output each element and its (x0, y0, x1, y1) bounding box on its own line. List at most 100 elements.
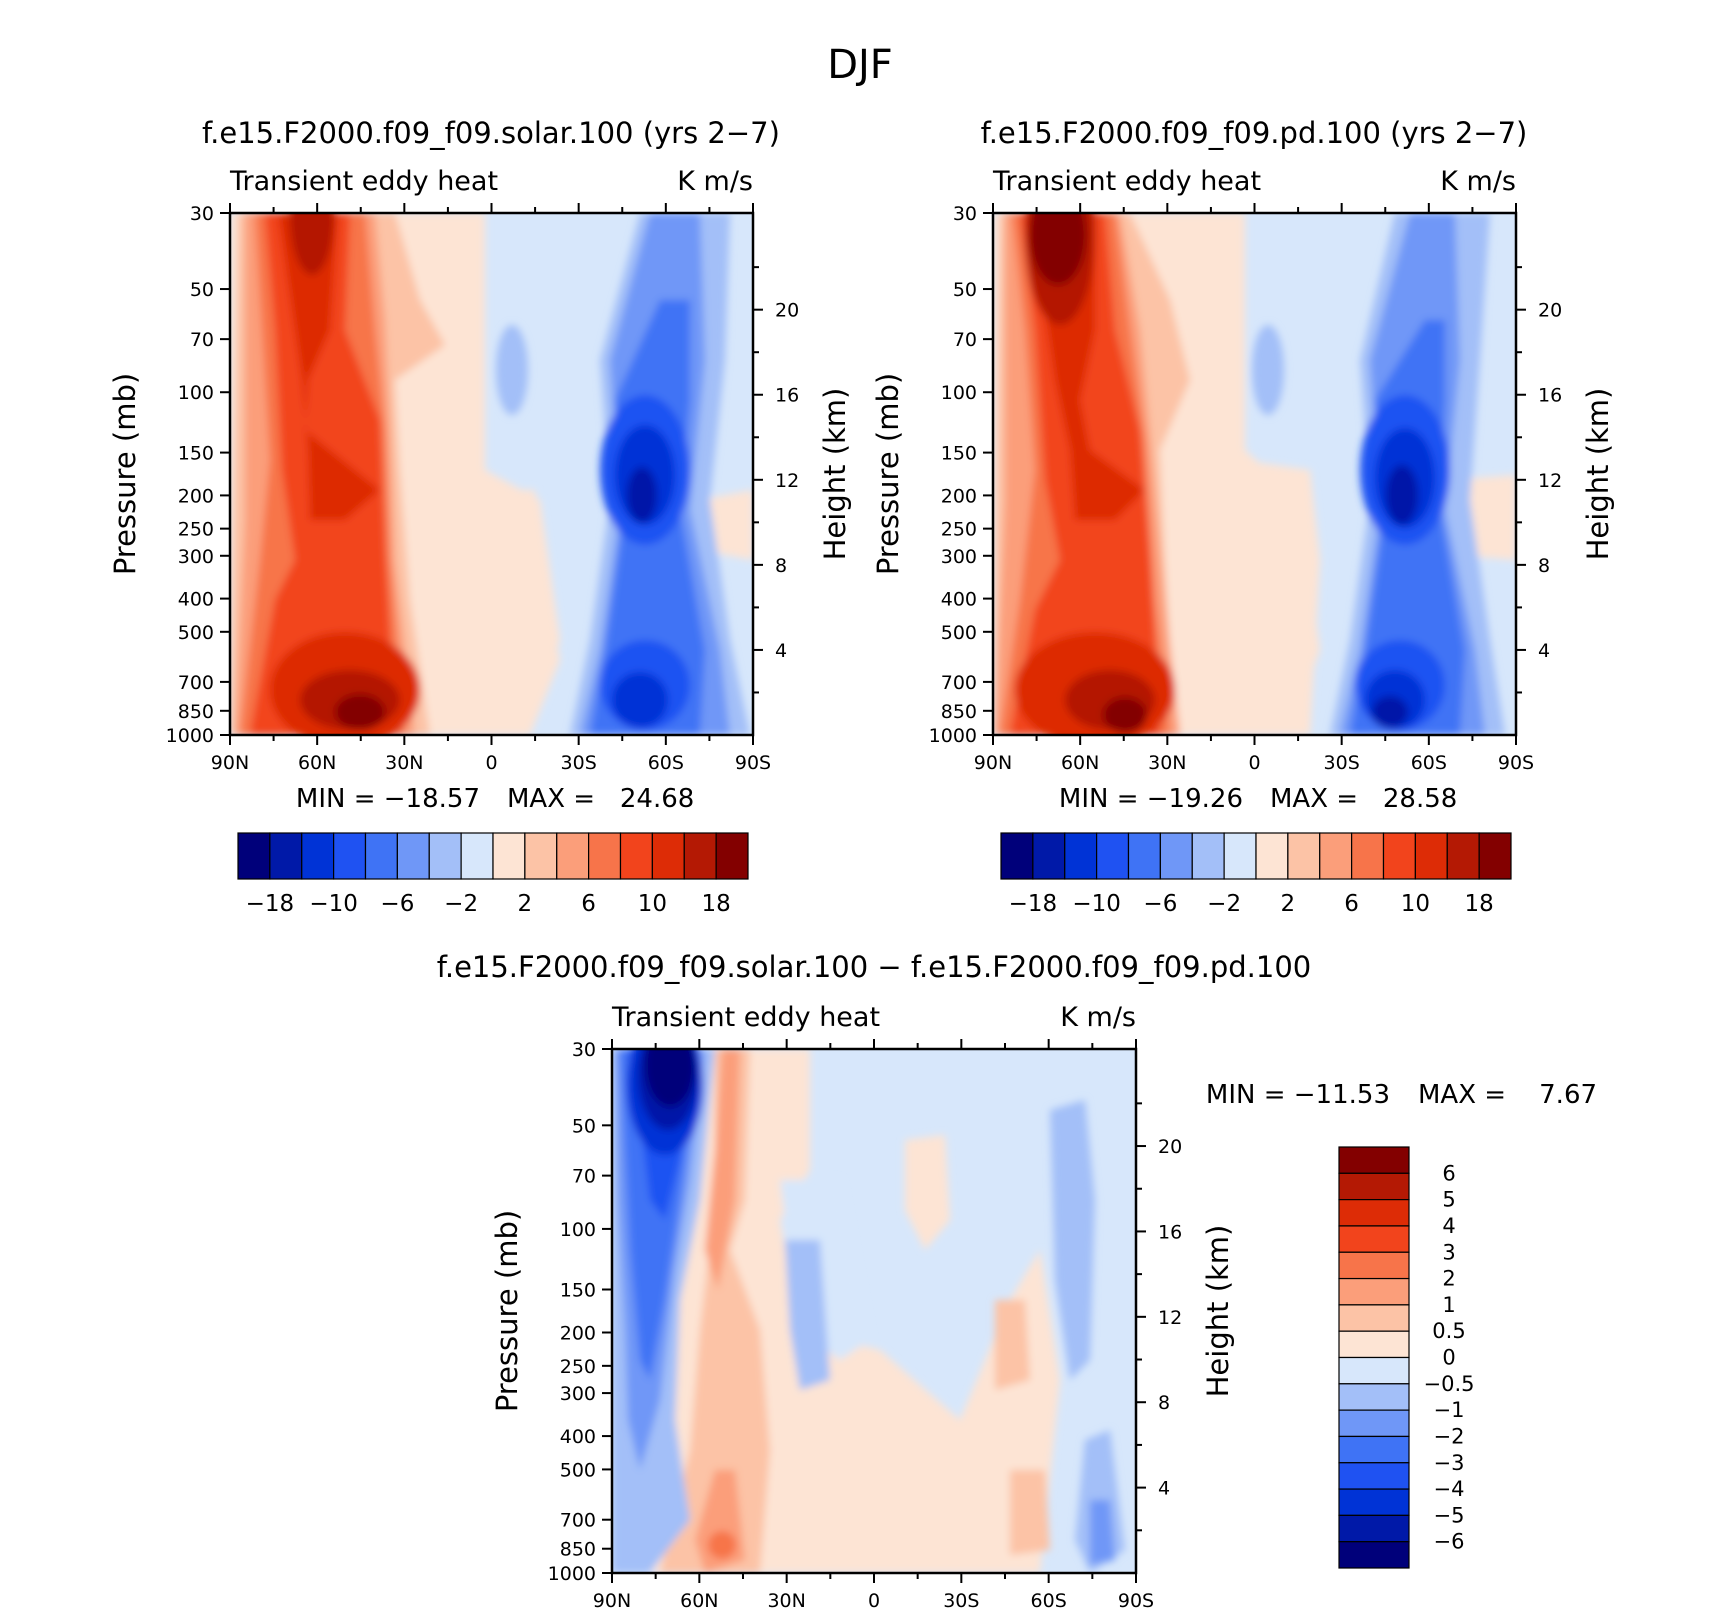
colorbar-swatch (588, 832, 622, 880)
colorbar-label: −2 (1434, 1424, 1465, 1448)
colorbar-swatch (1338, 1435, 1410, 1464)
x-tick-label: 60S (1031, 1590, 1067, 1611)
field-contour (1030, 213, 1086, 285)
x-tick-label: 60N (680, 1590, 718, 1611)
x-tick-label: 30S (561, 752, 597, 774)
field-contour (612, 672, 668, 728)
colorbar-label: −18 (246, 891, 295, 917)
y-tick-label: 150 (941, 443, 977, 465)
field-contour (705, 1049, 740, 1290)
colorbar-label: −1 (1434, 1398, 1465, 1422)
colorbar-label: 6 (581, 891, 596, 917)
field-contour (1372, 696, 1408, 728)
colorbar-swatch (715, 832, 749, 880)
y-tick-label: 500 (941, 622, 977, 644)
y-right-tick-label: 8 (775, 555, 787, 577)
x-tick-label: 90N (211, 752, 249, 774)
colorbar-swatch (524, 832, 558, 880)
colorbar-label: 0 (1442, 1346, 1455, 1370)
colorbar-swatch (1338, 1199, 1410, 1227)
field-contour (708, 1531, 736, 1559)
x-tick-label: 60N (298, 752, 336, 774)
y-axis-label: Pressure (mb) (871, 373, 905, 575)
field-contour (335, 694, 385, 730)
field-contour (660, 1049, 770, 1573)
colorbar-swatch (1223, 832, 1257, 880)
x-tick-label: 0 (868, 1590, 880, 1611)
colorbar-label: 1 (1442, 1293, 1455, 1317)
x-tick-label: 60N (1061, 752, 1099, 774)
y-tick-label: 150 (560, 1280, 596, 1302)
y-tick-label: 700 (560, 1510, 596, 1532)
y-tick-label: 50 (190, 279, 214, 301)
colorbar-swatch (1338, 1488, 1410, 1516)
colorbar-swatch (1096, 832, 1130, 880)
panel-difference-field (612, 1049, 1136, 1573)
field-contour (1252, 325, 1284, 415)
colorbar-label: 0.5 (1432, 1319, 1465, 1343)
y-right-tick-label: 12 (1158, 1307, 1182, 1329)
y-tick-label: 70 (953, 329, 977, 351)
y-right-tick-label: 12 (1538, 470, 1562, 492)
colorbar-label: 18 (701, 891, 730, 917)
y-tick-label: 100 (178, 382, 214, 404)
x-tick-label: 90N (593, 1590, 631, 1611)
colorbar-swatch (1319, 832, 1353, 880)
y-tick-label: 850 (941, 701, 977, 723)
y-tick-label: 300 (178, 546, 214, 568)
y-right-axis-label: Height (km) (1581, 388, 1615, 561)
colorbar-swatch (237, 832, 271, 880)
colorbar-label: 2 (1442, 1267, 1455, 1291)
colorbar-swatch (269, 832, 303, 880)
y-right-tick-label: 20 (1538, 300, 1562, 322)
y-tick-label: 1000 (548, 1563, 596, 1585)
colorbar-swatch (396, 832, 430, 880)
y-tick-label: 50 (572, 1115, 596, 1137)
panel-pd-field (993, 213, 1516, 735)
colorbar-label: −0.5 (1424, 1372, 1475, 1396)
y-axis-label: Pressure (mb) (108, 373, 142, 575)
colorbar-label: −2 (1207, 891, 1241, 917)
panel-pd-axes: 90N 60N 30N 0 30S 60S 90S 30 50 70 100 150 200 250 300… (871, 203, 1615, 774)
panel-pd-min-label: MIN = −19.26 (1059, 784, 1243, 814)
panel-solar-axes: 90N 60N 30N 0 30S 60S 90S 30 50 70 100 150 200 250 300… (108, 203, 852, 774)
panel-solar-subtitle-right: K m/s (677, 166, 753, 197)
x-tick-label: 30S (943, 1590, 979, 1611)
field-contour (1235, 460, 1320, 735)
colorbar-swatch (1351, 832, 1385, 880)
colorbar-swatch (492, 832, 526, 880)
y-tick-label: 400 (560, 1426, 596, 1448)
y-tick-label: 200 (560, 1322, 596, 1344)
field-contour (905, 1135, 950, 1250)
y-axis-label: Pressure (mb) (490, 1210, 524, 1412)
colorbar-label: 6 (1442, 1161, 1455, 1185)
colorbar-swatch (1338, 1514, 1410, 1543)
y-tick-label: 50 (953, 279, 977, 301)
y-right-tick-label: 4 (1538, 640, 1550, 662)
field-contour (278, 213, 380, 520)
colorbar-label: −3 (1434, 1451, 1465, 1475)
y-tick-label: 500 (560, 1459, 596, 1481)
y-tick-label: 400 (178, 589, 214, 611)
y-right-tick-label: 16 (775, 385, 799, 407)
y-tick-label: 70 (190, 329, 214, 351)
y-right-tick-label: 20 (775, 300, 799, 322)
panel-difference-colorbar: 6 543 210.5 0−0.5−1−2 −3−4−5 −6 (1338, 1146, 1475, 1569)
panel-solar-colorbar: −18 −10 −6 −2 2 6 10 18 (237, 832, 749, 917)
colorbar-label: 2 (518, 891, 533, 917)
y-tick-label: 100 (941, 382, 977, 404)
panel-solar-subtitle-left: Transient eddy heat (229, 166, 498, 197)
y-tick-label: 30 (953, 203, 977, 225)
colorbar-label: 10 (638, 891, 667, 917)
field-contour (460, 490, 560, 735)
x-tick-label: 90S (1498, 752, 1534, 774)
colorbar-swatch (1338, 1277, 1410, 1306)
colorbar-label: 10 (1401, 891, 1430, 917)
y-tick-label: 250 (941, 519, 977, 541)
y-right-tick-label: 4 (1158, 1478, 1170, 1500)
colorbar-swatch (1478, 832, 1512, 880)
y-tick-label: 850 (560, 1539, 596, 1561)
y-tick-label: 250 (560, 1356, 596, 1378)
colorbar-swatch (1414, 832, 1448, 880)
colorbar-label: 3 (1442, 1240, 1455, 1264)
